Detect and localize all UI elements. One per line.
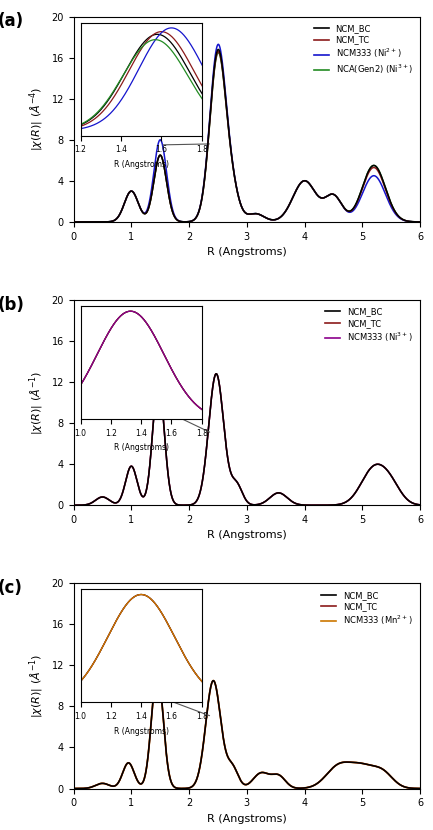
Y-axis label: $|\chi(R)|$ ($\AA^{-1}$): $|\chi(R)|$ ($\AA^{-1}$) <box>28 370 46 435</box>
X-axis label: R (Angstroms): R (Angstroms) <box>207 530 287 540</box>
Legend: NCM_BC, NCM_TC, NCM333 (Ni$^{3+}$): NCM_BC, NCM_TC, NCM333 (Ni$^{3+}$) <box>322 304 416 347</box>
Text: (a): (a) <box>0 12 23 31</box>
X-axis label: R (Angstroms): R (Angstroms) <box>207 247 287 257</box>
Text: (b): (b) <box>0 295 24 314</box>
Legend: NCM_BC, NCM_TC, NCM333 (Ni$^{2+}$), NCA(Gen2) (Ni$^{3+}$): NCM_BC, NCM_TC, NCM333 (Ni$^{2+}$), NCA(… <box>310 21 416 80</box>
X-axis label: R (Angstroms): R (Angstroms) <box>207 813 287 824</box>
Text: (c): (c) <box>0 579 22 597</box>
Legend: NCM_BC, NCM_TC, NCM333 (Mn$^{2+}$): NCM_BC, NCM_TC, NCM333 (Mn$^{2+}$) <box>318 588 416 631</box>
Y-axis label: $|\chi(R)|$ ($\AA^{-1}$): $|\chi(R)|$ ($\AA^{-1}$) <box>28 654 46 718</box>
Y-axis label: $|\chi(R)|$ ($\AA^{-4}$): $|\chi(R)|$ ($\AA^{-4}$) <box>28 87 46 151</box>
